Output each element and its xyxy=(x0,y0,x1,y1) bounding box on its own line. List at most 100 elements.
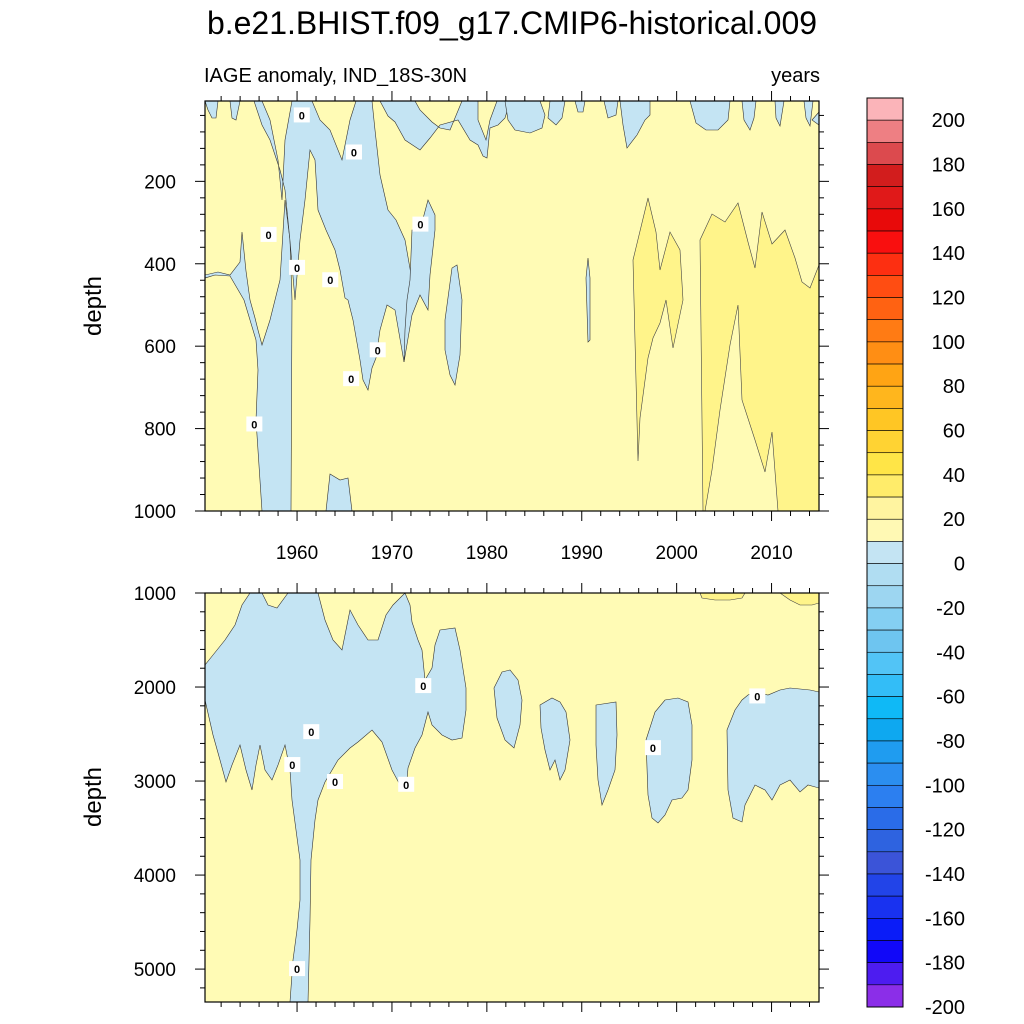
colorbar-label: 20 xyxy=(943,509,965,531)
colorbar-label: -200 xyxy=(925,997,965,1019)
colorbar-swatch xyxy=(866,119,904,143)
contour-label-bg xyxy=(644,740,661,756)
contour-label-bg xyxy=(289,259,306,275)
positive-anomaly-region xyxy=(632,197,684,462)
x-tick-label: 1970 xyxy=(371,543,413,564)
y-tick-label: 3000 xyxy=(134,772,176,793)
colorbar-swatch xyxy=(866,518,904,542)
contour-field-deep xyxy=(205,593,819,1002)
contour-label: 0 xyxy=(327,275,333,287)
colorbar-label: 160 xyxy=(932,199,965,221)
y-tick-label: 5000 xyxy=(134,960,176,981)
x-axis-upper: 1960 1970 1980 1990 2000 2010 xyxy=(276,543,793,564)
contour-label-bg xyxy=(345,144,362,160)
contour-label-bg xyxy=(749,688,766,704)
contour-labels-upper: 0 0 0 0 0 0 0 0 0 xyxy=(246,107,429,432)
plot-frame-deep xyxy=(204,592,820,1003)
contour-label: 0 xyxy=(754,691,760,703)
colorbar-swatch xyxy=(866,230,904,254)
x-tick-label: 1980 xyxy=(466,543,508,564)
y-tick-label: 2000 xyxy=(134,678,176,699)
axis-ticks-deep xyxy=(195,583,829,1012)
chart-subtitle-left: IAGE anomaly, IND_18S-30N xyxy=(204,65,467,87)
colorbar-label: 0 xyxy=(954,554,965,576)
colorbar-swatch xyxy=(866,385,904,409)
contour-label: 0 xyxy=(294,964,300,976)
colorbar-swatch xyxy=(866,962,904,986)
x-tick-label: 2010 xyxy=(750,543,792,564)
colorbar-swatch xyxy=(866,275,904,298)
colorbar-label: -60 xyxy=(936,687,965,709)
colorbar-label: -20 xyxy=(936,598,965,620)
colorbar: 200180160140120100806040200-20-40-60-80-… xyxy=(866,97,965,1019)
colorbar-label: 40 xyxy=(943,465,965,487)
colorbar-swatch xyxy=(866,408,904,431)
colorbar-frame xyxy=(866,97,904,1008)
contour-label: 0 xyxy=(332,777,338,789)
colorbar-swatch xyxy=(866,984,904,1008)
colorbar-swatch xyxy=(866,319,904,343)
colorbar-swatch xyxy=(866,740,904,764)
y-tick-label: 1000 xyxy=(134,502,176,523)
colorbar-swatch xyxy=(866,97,904,121)
colorbar-label: 120 xyxy=(932,288,965,310)
y-tick-label: 400 xyxy=(144,255,176,276)
y-axis-deep: 1000 2000 3000 4000 5000 xyxy=(134,584,176,981)
y-tick-label: 200 xyxy=(144,172,176,193)
colorbar-swatch xyxy=(866,563,904,587)
colorbar-label: -80 xyxy=(936,731,965,753)
contour-label: 0 xyxy=(348,374,354,386)
contour-field-upper xyxy=(205,101,819,511)
colorbar-swatch xyxy=(866,651,904,675)
colorbar-label: -40 xyxy=(936,642,965,664)
colorbar-swatch xyxy=(866,164,904,187)
colorbar-swatch xyxy=(866,762,904,786)
contour-label: 0 xyxy=(299,110,305,122)
colorbar-swatch xyxy=(866,607,904,631)
contour-label: 0 xyxy=(308,727,314,739)
y-tick-label: 4000 xyxy=(134,866,176,887)
contour-label: 0 xyxy=(417,220,423,232)
colorbar-swatch xyxy=(866,674,904,697)
colorbar-label: 180 xyxy=(932,155,965,177)
colorbar-swatch xyxy=(866,629,904,653)
colorbar-label: 140 xyxy=(932,243,965,265)
colorbar-label: 60 xyxy=(943,421,965,443)
colorbar-swatch xyxy=(866,585,904,609)
colorbar-swatch xyxy=(866,452,904,476)
colorbar-swatch xyxy=(866,829,904,853)
colorbar-swatch xyxy=(866,940,904,963)
colorbar-swatch xyxy=(866,851,904,875)
colorbar-swatch xyxy=(866,784,904,808)
colorbar-swatch xyxy=(866,186,904,210)
contour-label: 0 xyxy=(650,743,656,755)
contour-label-bg xyxy=(343,371,360,387)
contour-label-bg xyxy=(412,216,429,232)
contour-label: 0 xyxy=(289,760,295,772)
colorbar-swatch xyxy=(866,696,904,720)
x-tick-label: 2000 xyxy=(656,543,698,564)
contour-label-bg xyxy=(369,342,386,358)
panel-deep-ocean: 1000 2000 3000 4000 5000 0 0 0 0 0 0 0 0 depth xyxy=(80,583,829,1012)
colorbar-label: 100 xyxy=(932,332,965,354)
colorbar-label: -180 xyxy=(925,953,965,975)
y-axis-upper: 200 400 600 800 1000 xyxy=(134,172,176,523)
negative-anomaly-regions xyxy=(205,593,819,1002)
x-tick-label: 1990 xyxy=(561,543,603,564)
panel-upper-ocean: 1960 1970 1980 1990 2000 2010 200 400 600 800 100… xyxy=(80,91,829,564)
colorbar-swatch xyxy=(866,718,904,742)
axis-ticks-upper xyxy=(195,91,829,521)
contour-label-bg xyxy=(322,272,339,288)
colorbar-label: -100 xyxy=(925,775,965,797)
colorbar-swatch xyxy=(866,297,904,321)
colorbar-swatch xyxy=(866,918,904,941)
colorbar-label: 200 xyxy=(932,110,965,132)
y-tick-label: 1000 xyxy=(134,584,176,605)
colorbar-swatch xyxy=(866,474,904,498)
contour-label-bg xyxy=(284,757,301,773)
negative-anomaly-regions xyxy=(205,101,819,511)
positive-anomaly-region xyxy=(699,202,819,511)
colorbar-swatch xyxy=(866,208,904,232)
chart-subtitle-right: years xyxy=(771,65,820,87)
